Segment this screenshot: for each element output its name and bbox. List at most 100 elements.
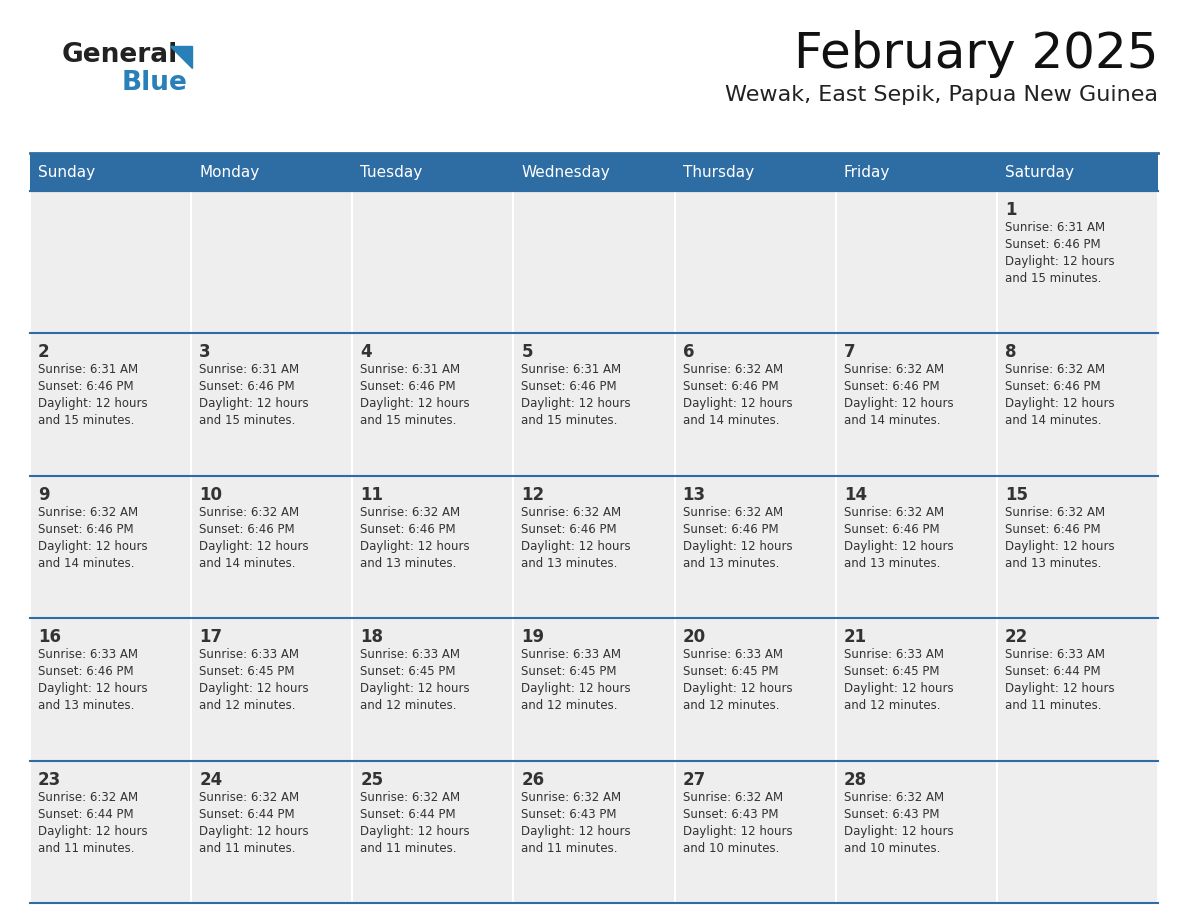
- Text: and 11 minutes.: and 11 minutes.: [200, 842, 296, 855]
- Text: Daylight: 12 hours: Daylight: 12 hours: [360, 397, 470, 410]
- Text: Daylight: 12 hours: Daylight: 12 hours: [522, 397, 631, 410]
- Text: Daylight: 12 hours: Daylight: 12 hours: [522, 824, 631, 837]
- Text: 13: 13: [683, 486, 706, 504]
- Text: and 15 minutes.: and 15 minutes.: [1005, 272, 1101, 285]
- Bar: [676, 620, 835, 759]
- Text: and 14 minutes.: and 14 minutes.: [1005, 414, 1101, 428]
- Text: 1: 1: [1005, 201, 1017, 219]
- Bar: [353, 762, 512, 902]
- Text: Sunset: 6:43 PM: Sunset: 6:43 PM: [522, 808, 617, 821]
- Bar: [31, 192, 190, 332]
- Text: 12: 12: [522, 486, 544, 504]
- Text: 17: 17: [200, 628, 222, 646]
- Text: and 15 minutes.: and 15 minutes.: [360, 414, 456, 428]
- Text: 14: 14: [843, 486, 867, 504]
- Bar: [353, 334, 512, 475]
- Text: Sunset: 6:46 PM: Sunset: 6:46 PM: [683, 380, 778, 394]
- Text: Daylight: 12 hours: Daylight: 12 hours: [200, 682, 309, 695]
- Text: and 13 minutes.: and 13 minutes.: [683, 557, 779, 570]
- Text: 20: 20: [683, 628, 706, 646]
- Bar: [836, 762, 996, 902]
- Text: Daylight: 12 hours: Daylight: 12 hours: [522, 682, 631, 695]
- Text: 23: 23: [38, 770, 62, 789]
- Text: Daylight: 12 hours: Daylight: 12 hours: [38, 682, 147, 695]
- Bar: [998, 762, 1157, 902]
- Bar: [31, 334, 190, 475]
- Text: General: General: [62, 42, 178, 68]
- Bar: [30, 153, 1158, 191]
- Text: Sunset: 6:46 PM: Sunset: 6:46 PM: [38, 666, 133, 678]
- Bar: [676, 192, 835, 332]
- Text: 3: 3: [200, 343, 210, 362]
- Text: 10: 10: [200, 486, 222, 504]
- Text: Sunrise: 6:31 AM: Sunrise: 6:31 AM: [522, 364, 621, 376]
- Text: and 14 minutes.: and 14 minutes.: [843, 414, 940, 428]
- Text: and 11 minutes.: and 11 minutes.: [522, 842, 618, 855]
- Text: and 13 minutes.: and 13 minutes.: [522, 557, 618, 570]
- Text: 5: 5: [522, 343, 533, 362]
- Text: 21: 21: [843, 628, 867, 646]
- Text: Sunrise: 6:32 AM: Sunrise: 6:32 AM: [522, 790, 621, 803]
- Text: Sunset: 6:46 PM: Sunset: 6:46 PM: [843, 380, 940, 394]
- Text: Blue: Blue: [122, 70, 188, 96]
- Text: Daylight: 12 hours: Daylight: 12 hours: [1005, 397, 1114, 410]
- Text: Daylight: 12 hours: Daylight: 12 hours: [200, 540, 309, 553]
- Bar: [676, 476, 835, 617]
- Polygon shape: [170, 46, 192, 68]
- Text: Sunday: Sunday: [38, 164, 95, 180]
- Text: and 11 minutes.: and 11 minutes.: [360, 842, 456, 855]
- Text: 18: 18: [360, 628, 384, 646]
- Text: and 13 minutes.: and 13 minutes.: [360, 557, 456, 570]
- Text: Sunrise: 6:32 AM: Sunrise: 6:32 AM: [843, 790, 943, 803]
- Text: Wewak, East Sepik, Papua New Guinea: Wewak, East Sepik, Papua New Guinea: [725, 85, 1158, 105]
- Text: Sunset: 6:46 PM: Sunset: 6:46 PM: [1005, 522, 1100, 536]
- Text: and 12 minutes.: and 12 minutes.: [683, 700, 779, 712]
- Text: 11: 11: [360, 486, 384, 504]
- Text: Daylight: 12 hours: Daylight: 12 hours: [522, 540, 631, 553]
- Bar: [998, 334, 1157, 475]
- Bar: [998, 476, 1157, 617]
- Text: and 14 minutes.: and 14 minutes.: [38, 557, 134, 570]
- Text: and 13 minutes.: and 13 minutes.: [843, 557, 940, 570]
- Text: Sunrise: 6:32 AM: Sunrise: 6:32 AM: [843, 506, 943, 519]
- Text: and 12 minutes.: and 12 minutes.: [360, 700, 456, 712]
- Text: Sunrise: 6:33 AM: Sunrise: 6:33 AM: [843, 648, 943, 661]
- Bar: [676, 334, 835, 475]
- Text: Wednesday: Wednesday: [522, 164, 611, 180]
- Text: and 10 minutes.: and 10 minutes.: [843, 842, 940, 855]
- Bar: [192, 620, 352, 759]
- Text: Sunset: 6:46 PM: Sunset: 6:46 PM: [360, 380, 456, 394]
- Bar: [998, 192, 1157, 332]
- Text: Sunrise: 6:33 AM: Sunrise: 6:33 AM: [522, 648, 621, 661]
- Text: and 15 minutes.: and 15 minutes.: [38, 414, 134, 428]
- Text: and 14 minutes.: and 14 minutes.: [200, 557, 296, 570]
- Text: 6: 6: [683, 343, 694, 362]
- Text: Sunrise: 6:32 AM: Sunrise: 6:32 AM: [683, 506, 783, 519]
- Text: Sunset: 6:45 PM: Sunset: 6:45 PM: [360, 666, 456, 678]
- Text: Sunrise: 6:32 AM: Sunrise: 6:32 AM: [683, 790, 783, 803]
- Text: Sunset: 6:44 PM: Sunset: 6:44 PM: [38, 808, 133, 821]
- Text: Monday: Monday: [200, 164, 259, 180]
- Text: Daylight: 12 hours: Daylight: 12 hours: [200, 824, 309, 837]
- Text: Daylight: 12 hours: Daylight: 12 hours: [1005, 255, 1114, 268]
- Text: Sunset: 6:45 PM: Sunset: 6:45 PM: [843, 666, 940, 678]
- Text: Sunrise: 6:32 AM: Sunrise: 6:32 AM: [200, 506, 299, 519]
- Text: Sunrise: 6:32 AM: Sunrise: 6:32 AM: [200, 790, 299, 803]
- Text: Sunrise: 6:32 AM: Sunrise: 6:32 AM: [360, 790, 461, 803]
- Text: and 15 minutes.: and 15 minutes.: [200, 414, 296, 428]
- Bar: [514, 620, 674, 759]
- Text: Sunrise: 6:33 AM: Sunrise: 6:33 AM: [1005, 648, 1105, 661]
- Text: 22: 22: [1005, 628, 1028, 646]
- Text: 28: 28: [843, 770, 867, 789]
- Text: 26: 26: [522, 770, 544, 789]
- Text: Sunrise: 6:33 AM: Sunrise: 6:33 AM: [200, 648, 299, 661]
- Bar: [836, 620, 996, 759]
- Text: Daylight: 12 hours: Daylight: 12 hours: [843, 397, 953, 410]
- Text: Daylight: 12 hours: Daylight: 12 hours: [843, 824, 953, 837]
- Text: Saturday: Saturday: [1005, 164, 1074, 180]
- Text: Sunset: 6:45 PM: Sunset: 6:45 PM: [522, 666, 617, 678]
- Text: 2: 2: [38, 343, 50, 362]
- Bar: [192, 762, 352, 902]
- Text: Daylight: 12 hours: Daylight: 12 hours: [360, 540, 470, 553]
- Text: Sunrise: 6:32 AM: Sunrise: 6:32 AM: [1005, 506, 1105, 519]
